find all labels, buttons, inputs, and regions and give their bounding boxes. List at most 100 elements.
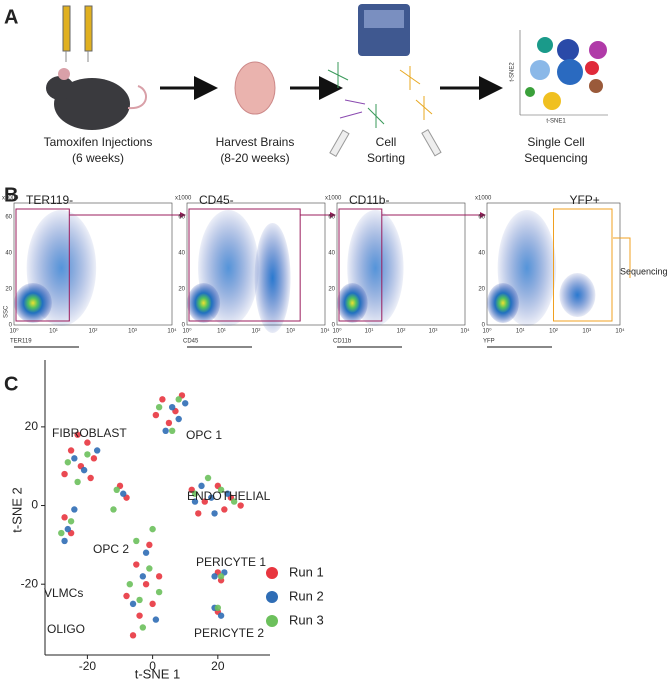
x-tick-label: 10¹ xyxy=(49,329,58,335)
data-point xyxy=(136,612,143,619)
cluster-label: VLMCs xyxy=(44,586,83,600)
legend-marker xyxy=(266,591,278,603)
data-point xyxy=(74,478,81,486)
legend-marker xyxy=(266,567,278,579)
y-tick-label: 20 xyxy=(478,287,485,293)
step-caption: Harvest Brains xyxy=(216,135,295,149)
data-point xyxy=(214,604,222,611)
x-tick-label: 10⁰ xyxy=(332,328,342,335)
data-point xyxy=(74,431,81,438)
y-tick-label: 0 xyxy=(31,498,38,512)
gate xyxy=(15,208,70,322)
gate-label: CD45- xyxy=(199,193,234,207)
x-tick-label: 0 xyxy=(149,659,156,673)
y-tick-label: 0 xyxy=(482,323,486,329)
data-point xyxy=(201,498,208,505)
x-tick-label: 10² xyxy=(549,329,558,335)
data-point xyxy=(195,510,202,517)
data-point xyxy=(208,494,215,501)
x-tick-label: 10¹ xyxy=(516,329,525,335)
sorter-illustration xyxy=(327,4,442,157)
data-point xyxy=(152,411,160,419)
legend-label: Run 2 xyxy=(289,588,324,603)
x-tick-label: 10³ xyxy=(128,329,137,335)
y-unit: x1000 xyxy=(475,196,492,202)
y-tick-label: 0 xyxy=(182,323,186,329)
gate xyxy=(338,208,383,322)
x-tick-label: 10⁴ xyxy=(460,328,470,335)
y-axis-label: SSC xyxy=(4,305,10,318)
density-blob xyxy=(254,223,291,333)
cluster-label: PERICYTE 2 xyxy=(194,626,264,640)
output-label: Sequencing xyxy=(620,266,668,276)
y-tick-label: 20 xyxy=(178,287,185,293)
flow-plots: TER119- x1000 0 20 40 60 10⁰ 10¹ 10² 10³ 10⁴ TER119… xyxy=(2,193,668,348)
data-point xyxy=(168,404,176,411)
density-blob xyxy=(187,283,221,323)
data-point xyxy=(204,474,212,482)
x-tick-label: 10⁰ xyxy=(482,328,492,335)
cluster-label: ENDOTHELIAL xyxy=(187,489,271,503)
step-caption: (8-20 weeks) xyxy=(220,151,289,165)
legend-label: Run 1 xyxy=(289,564,324,579)
y-tick-label: 60 xyxy=(178,215,185,221)
data-point xyxy=(159,396,166,403)
cluster-label: FIBROBLAST xyxy=(52,426,127,440)
data-point xyxy=(146,565,153,572)
data-point xyxy=(139,624,147,631)
data-point xyxy=(217,486,225,493)
data-point xyxy=(155,588,163,596)
x-tick-label: 10³ xyxy=(429,329,438,335)
y-tick-label: 60 xyxy=(478,215,485,221)
data-point xyxy=(61,514,68,521)
x-tick-label: 10⁴ xyxy=(320,328,330,335)
data-point xyxy=(168,427,176,434)
cluster-label: OPC 2 xyxy=(93,542,129,556)
data-point xyxy=(67,518,75,525)
y-tick-label: 20 xyxy=(25,419,39,433)
panel-label: A xyxy=(4,6,18,28)
data-point xyxy=(217,612,225,619)
density-blob xyxy=(559,273,596,317)
data-point xyxy=(61,537,68,545)
density-blob xyxy=(337,283,368,323)
data-point xyxy=(217,573,225,580)
step-caption: Single Cell xyxy=(527,135,584,149)
y-tick-label: -20 xyxy=(21,576,39,590)
x-tick-label: -20 xyxy=(79,659,97,673)
y-tick-label: 0 xyxy=(9,323,13,329)
mini-axis-label: t-SNE1 xyxy=(546,119,566,125)
step-caption: Sorting xyxy=(367,151,405,165)
data-point xyxy=(149,525,156,533)
y-tick-label: 0 xyxy=(332,323,336,329)
x-tick-label: 10⁰ xyxy=(182,328,192,335)
data-point xyxy=(155,573,163,580)
data-point xyxy=(224,490,231,497)
tsne-plot: -20 0 20 -20 0 20 t-SNE 1 t-SNE 2 FIBROBLAST OPC … xyxy=(9,360,324,680)
data-point xyxy=(182,400,189,407)
x-tick-label: 10² xyxy=(89,329,98,335)
data-point xyxy=(146,541,153,549)
brain-illustration xyxy=(234,61,276,115)
y-unit: x1000 xyxy=(175,196,192,202)
data-point xyxy=(113,486,120,493)
data-point xyxy=(58,529,65,537)
data-point xyxy=(237,502,244,509)
data-point xyxy=(211,573,218,580)
data-point xyxy=(90,455,98,462)
data-point xyxy=(133,537,140,545)
y-tick-label: 40 xyxy=(5,251,12,257)
step-caption: Sequencing xyxy=(524,151,587,165)
data-point xyxy=(64,459,72,466)
data-point xyxy=(129,632,137,639)
data-point xyxy=(129,600,137,608)
y-tick-label: 40 xyxy=(478,251,485,257)
x-axis-label: CD45 xyxy=(183,339,199,345)
data-point xyxy=(71,455,78,462)
data-point xyxy=(152,616,160,623)
data-point xyxy=(61,470,68,478)
step-caption: Tamoxifen Injections xyxy=(44,135,153,149)
cluster-label: OLIGO xyxy=(47,622,85,636)
y-unit: x1000 xyxy=(2,196,19,202)
